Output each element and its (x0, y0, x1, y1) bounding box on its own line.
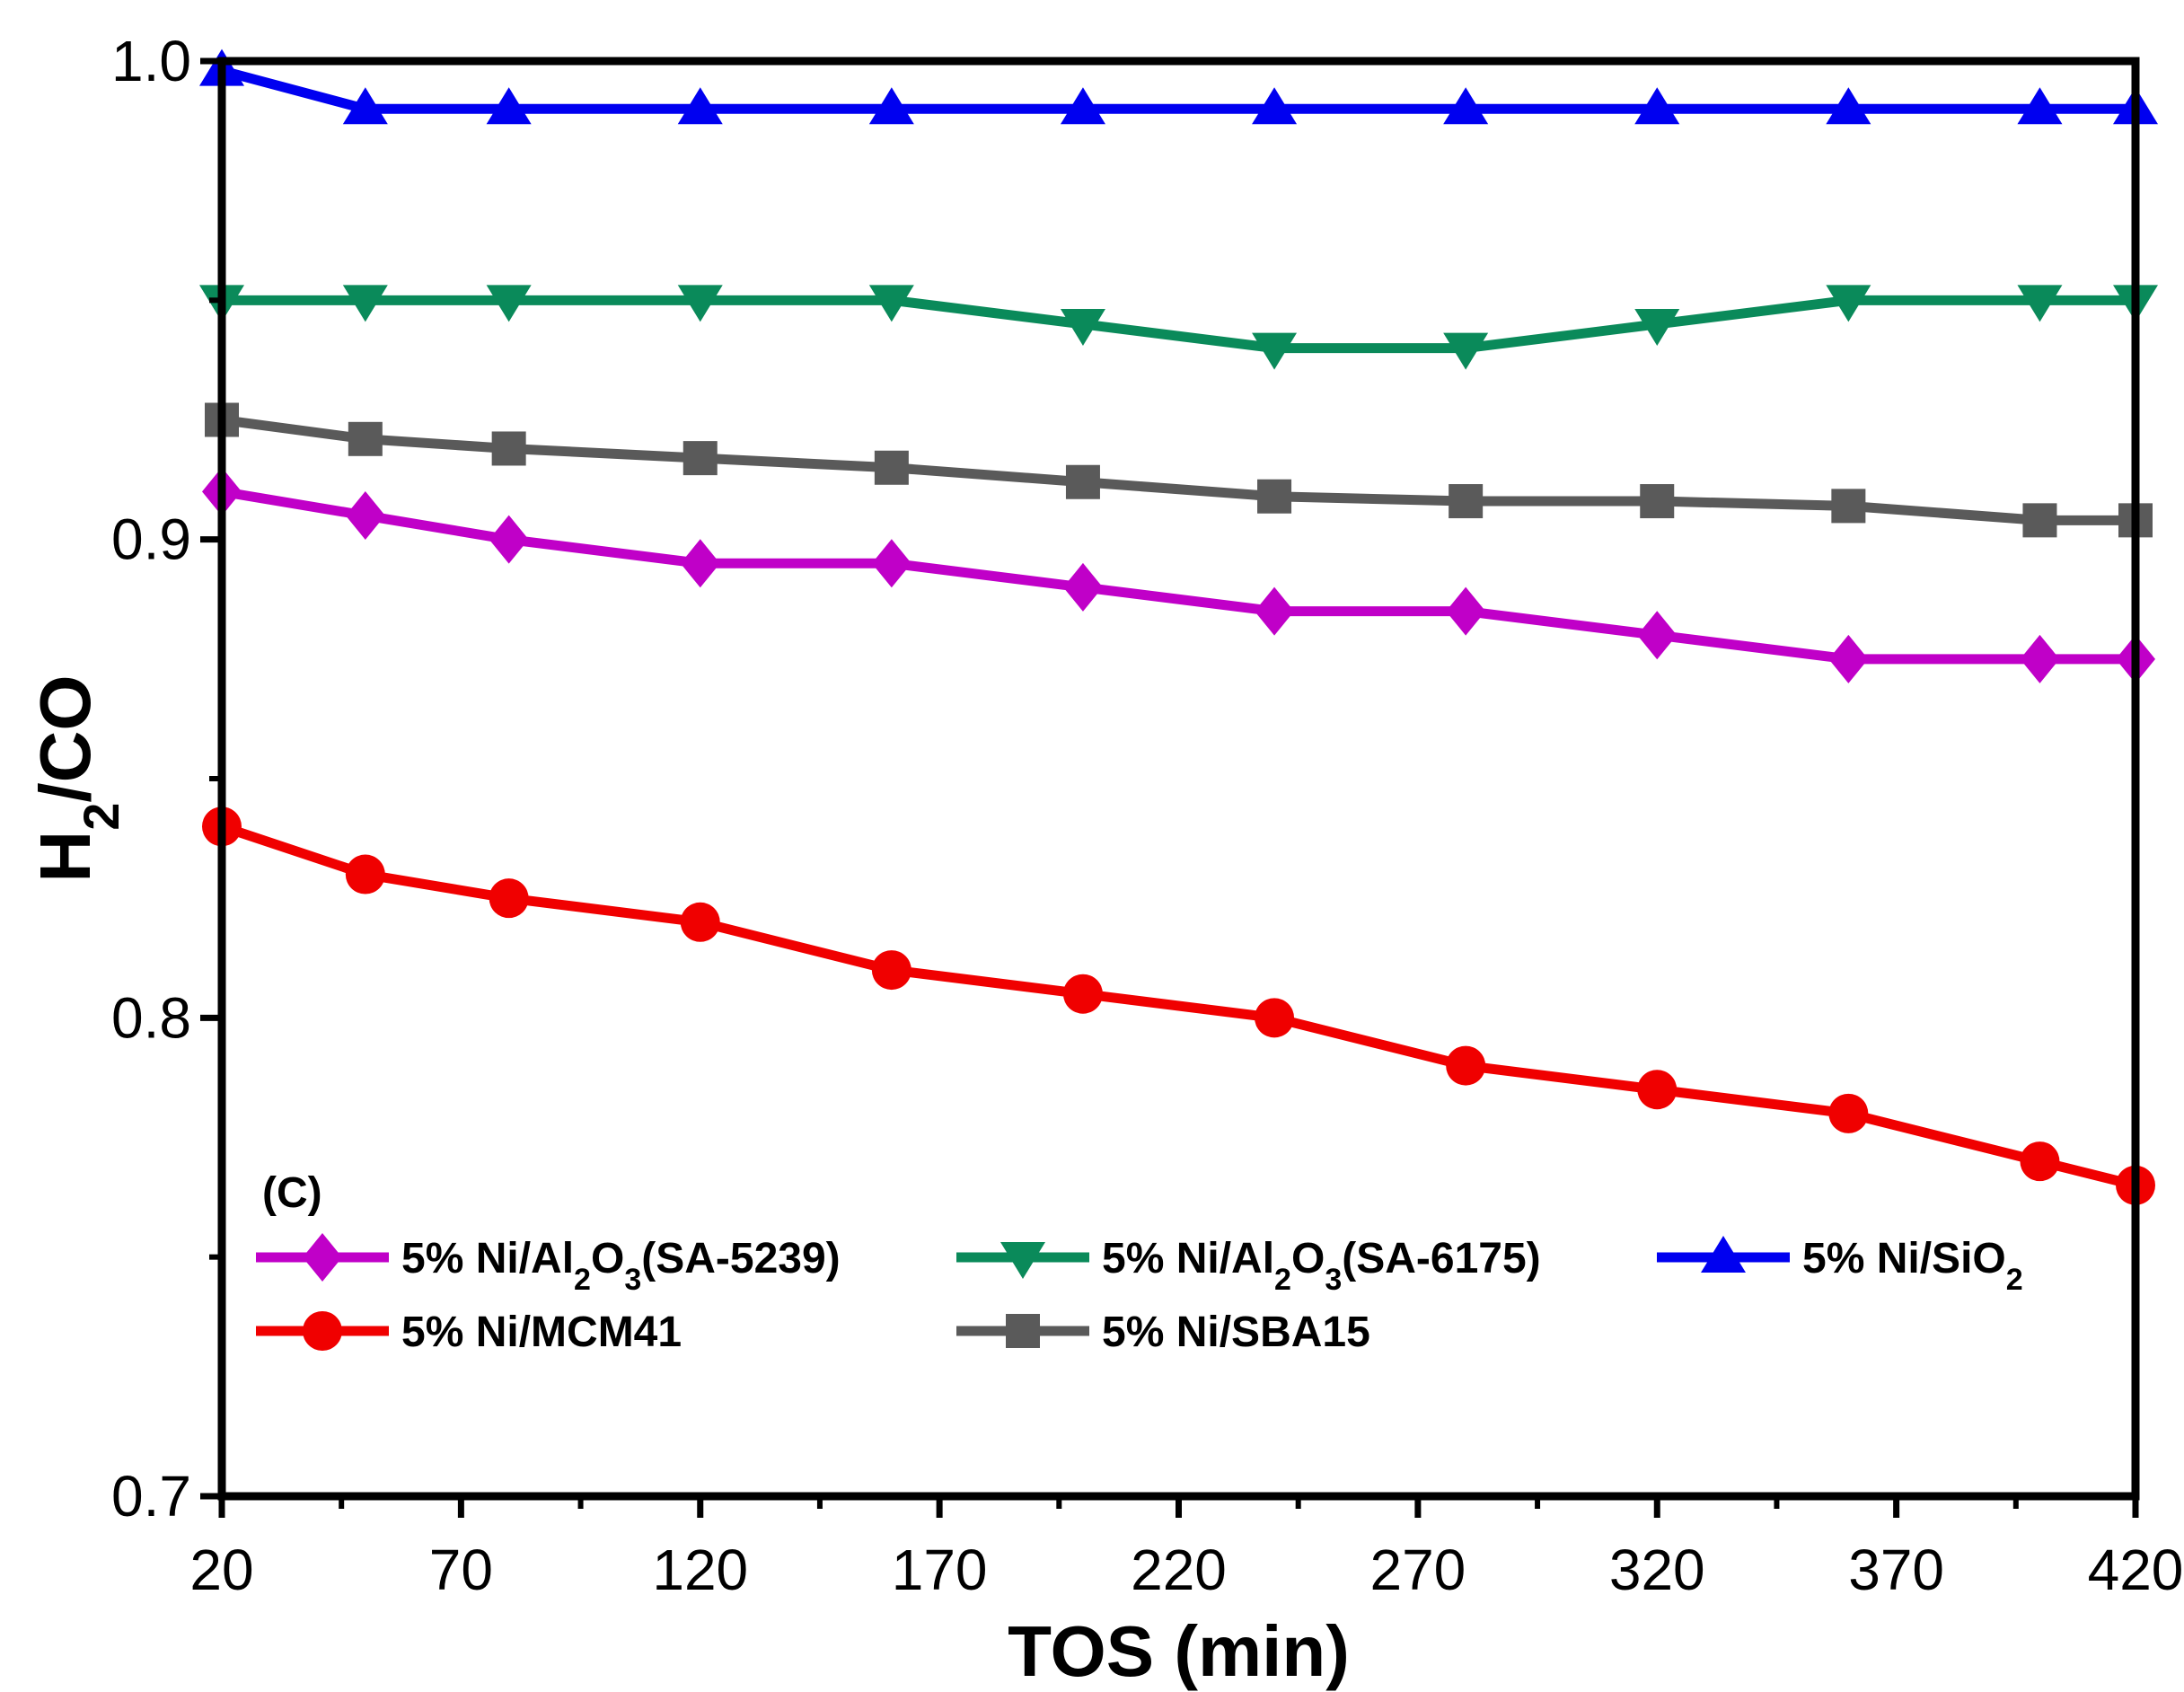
legend-label: 5% Ni/SBA15 (1102, 1309, 1370, 1356)
data-point (1255, 586, 1295, 636)
data-point (680, 539, 720, 588)
data-point (1828, 1093, 1869, 1133)
data-point (2017, 285, 2063, 322)
data-point (1443, 87, 1489, 125)
series-layer (199, 48, 2158, 1205)
data-point (1060, 308, 1105, 346)
data-point (348, 421, 383, 456)
y-tick-label: 0.8 (111, 985, 191, 1050)
legend-label: 5% Ni/MCM41 (401, 1309, 682, 1356)
data-point (2022, 503, 2057, 538)
legend-label: 5% Ni/Al2O3(SA-5239) (401, 1235, 841, 1297)
x-tick-label: 170 (892, 1538, 988, 1602)
panel-label: (C) (262, 1169, 322, 1217)
y-axis-title-main: H (25, 831, 105, 883)
data-point (1640, 484, 1675, 519)
legend-label: 5% Ni/Al2O3(SA-6175) (1102, 1235, 1541, 1297)
series-4 (202, 806, 2155, 1205)
x-tick-label: 20 (189, 1538, 253, 1602)
legend-item: 5% Ni/MCM41 (256, 1309, 682, 1356)
series-line (220, 822, 2137, 1191)
x-tick-label: 220 (1131, 1538, 1227, 1602)
data-point (1637, 1070, 1678, 1110)
data-point (2020, 1141, 2060, 1182)
x-tick-label: 270 (1369, 1538, 1466, 1602)
data-point (1446, 586, 1486, 636)
data-point (489, 515, 529, 564)
data-point (1449, 484, 1484, 519)
data-point (342, 285, 388, 322)
series-5 (205, 402, 2153, 538)
y-tick-label: 0.9 (111, 507, 191, 572)
data-point (868, 285, 914, 322)
data-point (2017, 87, 2063, 125)
data-point (486, 285, 532, 322)
data-point (342, 87, 388, 125)
data-point (1826, 285, 1871, 322)
series-line (221, 486, 2136, 665)
legend-marker (303, 1233, 342, 1282)
data-point (1062, 562, 1103, 612)
legend-item: 5% Ni/SiO2 (1657, 1235, 2023, 1297)
legend-marker (1701, 1236, 1746, 1273)
legend-marker (303, 1311, 342, 1351)
data-point (1252, 87, 1298, 125)
data-point (871, 950, 911, 991)
series-line (221, 415, 2136, 525)
data-point (1828, 634, 1869, 683)
data-point (1634, 308, 1680, 346)
legend: (C) 5% Ni/Al2O3(SA-5239) 5% Ni/Al2O3(SA-6… (256, 1169, 2023, 1356)
y-tick-label: 0.7 (111, 1464, 191, 1529)
legend-item: 5% Ni/SBA15 (956, 1309, 1370, 1356)
data-point (1443, 332, 1489, 370)
y-axis: 0.7 0.8 0.9 1.0 (111, 29, 222, 1529)
data-point (1257, 479, 1292, 514)
data-point (874, 450, 909, 485)
legend-item: 5% Ni/Al2O3(SA-5239) (256, 1233, 841, 1297)
x-tick-label: 120 (652, 1538, 748, 1602)
data-point (489, 878, 529, 919)
legend-item: 5% Ni/Al2O3(SA-6175) (956, 1235, 1541, 1297)
x-tick-label: 420 (2088, 1538, 2184, 1602)
data-point (345, 854, 385, 894)
legend-marker (1006, 1314, 1040, 1348)
data-point (680, 902, 720, 942)
data-point (2020, 634, 2060, 683)
data-point (871, 539, 911, 588)
series-line (220, 66, 2136, 114)
data-point (682, 441, 718, 476)
data-point (486, 87, 532, 125)
legend-marker (1000, 1242, 1045, 1279)
series-line (222, 295, 2136, 354)
data-point (1831, 489, 1866, 524)
legend-label: 5% Ni/SiO2 (1802, 1235, 2023, 1297)
data-point (1060, 87, 1105, 125)
x-axis: 20 70 120 170 220 270 320 370 420 (189, 1496, 2183, 1602)
y-tick-label: 1.0 (111, 29, 191, 93)
data-point (1826, 87, 1871, 125)
data-point (1637, 611, 1678, 660)
data-point (1062, 974, 1103, 1014)
data-point (868, 87, 914, 125)
data-point (345, 491, 385, 541)
data-point (1634, 87, 1680, 125)
data-point (1446, 1045, 1486, 1086)
data-point (677, 285, 723, 322)
data-point (677, 87, 723, 125)
series-2 (199, 285, 2158, 370)
x-tick-label: 70 (429, 1538, 493, 1602)
y-axis-title-rest: /CO (25, 674, 105, 802)
x-axis-title: TOS (min) (1008, 1611, 1350, 1691)
data-point (1065, 464, 1100, 499)
data-point (1252, 332, 1298, 370)
data-point (1255, 998, 1295, 1038)
data-point (491, 431, 526, 466)
x-tick-label: 320 (1609, 1538, 1705, 1602)
y-axis-title-sub: 2 (73, 803, 129, 831)
y-axis-title: H2/CO (25, 674, 129, 882)
x-tick-label: 370 (1848, 1538, 1944, 1602)
